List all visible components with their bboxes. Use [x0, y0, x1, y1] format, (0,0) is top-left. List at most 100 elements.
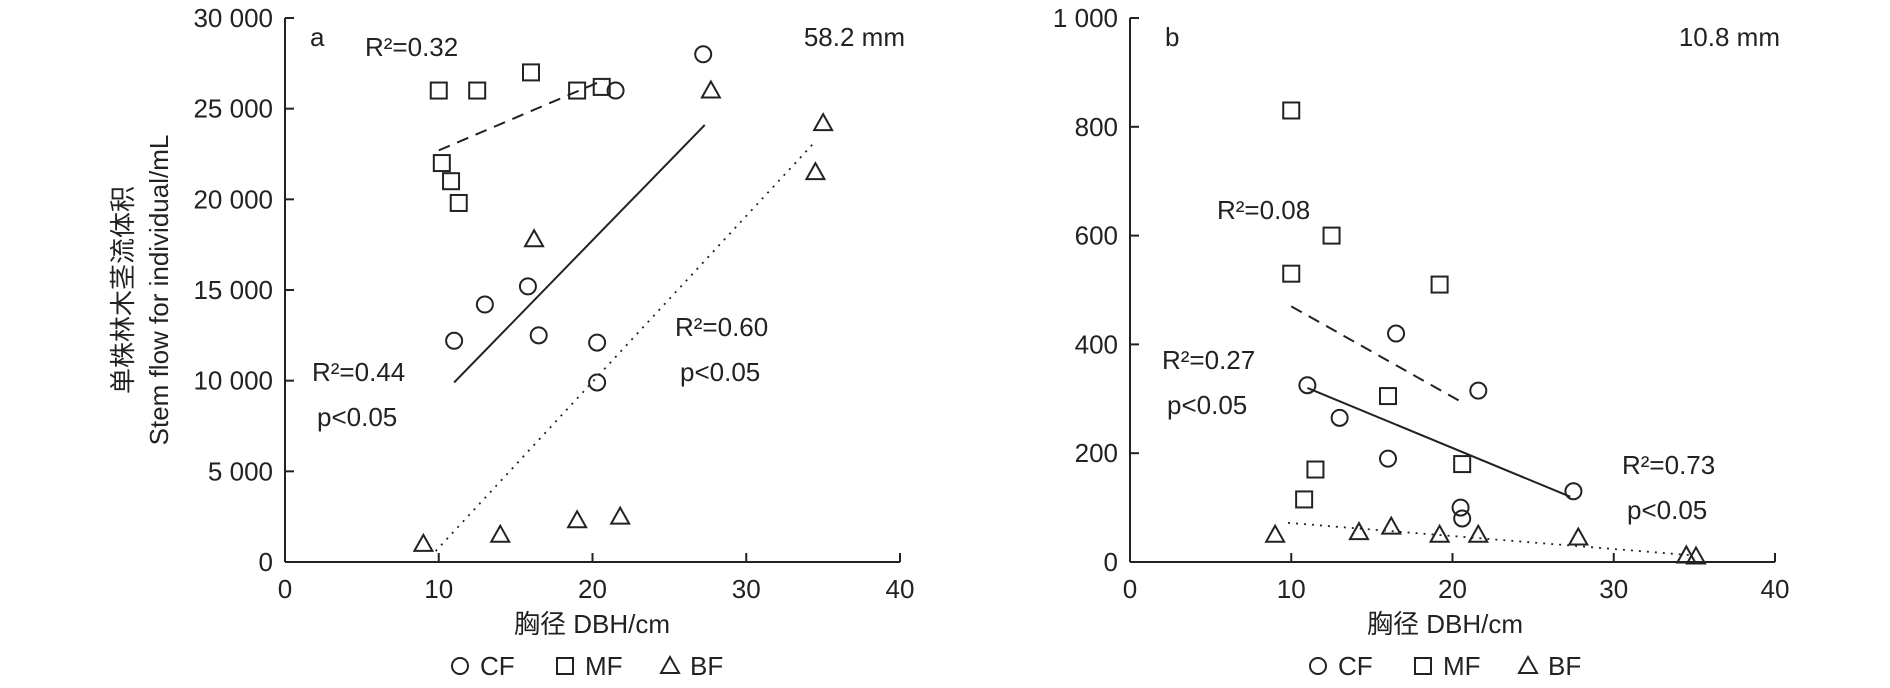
panel-a-point-bf — [523, 228, 545, 248]
panel-a-y-tick-label: 5 000 — [208, 456, 273, 486]
panel-a-y-tick-label: 10 000 — [193, 366, 273, 396]
panel-b-y-tick-label: 600 — [1075, 221, 1118, 251]
panel-b-point-cf — [1451, 498, 1470, 517]
panel-a-legend-label-bf: BF — [690, 651, 723, 681]
panel-b-y-tick-label: 400 — [1075, 329, 1118, 359]
panel-a-point-cf — [529, 326, 548, 345]
panel-a-axes: 0 10 20 30 40 0 5 000 10 000 15 000 20 000 25 000 3… — [193, 3, 914, 604]
panel-a-point-cf — [694, 45, 713, 64]
panel-a-point-bf — [804, 161, 827, 181]
panel-b-legend-marker-cf — [1309, 657, 1327, 675]
panel-b-r2-bf: R²=0.73 — [1622, 450, 1715, 480]
panel-a-point-mf — [568, 81, 587, 100]
panel-a-p-cf: p<0.05 — [317, 402, 397, 432]
panel-a-point-cf — [588, 373, 607, 392]
panel-a-points — [412, 45, 834, 552]
panel-b-point-bf — [1567, 526, 1589, 546]
panel-b-point-bf — [1685, 545, 1707, 565]
panel-b-point-mf — [1453, 455, 1472, 474]
panel-b-point-cf — [1387, 324, 1406, 343]
panel-a-label: a — [310, 22, 325, 52]
panel-a-x-tick-label: 40 — [886, 574, 915, 604]
panel-a-y-tick-label: 0 — [259, 547, 273, 577]
panel-b-point-mf — [1430, 275, 1449, 294]
panel-b-point-mf — [1322, 226, 1341, 245]
panel-a-y-tick-label: 20 000 — [193, 184, 273, 214]
panel-a: 0 10 20 30 40 0 5 000 10 000 15 000 20 000 25 000 3… — [108, 3, 914, 681]
panel-b-point-cf — [1453, 509, 1472, 528]
panel-b-point-mf — [1295, 490, 1314, 509]
panel-b-x-tick-label: 20 — [1438, 574, 1467, 604]
panel-a-point-cf — [445, 331, 464, 350]
panel-a-fit-line-mf — [438, 78, 606, 152]
panel-a-y-tick-label: 25 000 — [193, 94, 273, 124]
panel-a-fit-line-bf — [435, 140, 817, 552]
panel-a-fit-lines — [435, 78, 817, 552]
panel-b-point-mf — [1282, 101, 1301, 120]
panel-a-fit-line-cf — [453, 124, 706, 384]
panel-a-point-mf — [429, 81, 448, 100]
panel-a-legend-label-mf: MF — [585, 651, 623, 681]
panel-b-point-bf — [1428, 523, 1451, 543]
panel-a-point-bf — [489, 523, 511, 543]
panel-b-point-bf — [1348, 521, 1370, 541]
panel-a-point-mf — [432, 154, 451, 173]
panel-a-r2-cf: R²=0.44 — [312, 357, 405, 387]
panel-b-label: b — [1165, 22, 1179, 52]
panel-a-precip-label: 58.2 mm — [804, 22, 905, 52]
panel-a-p-bf: p<0.05 — [680, 357, 760, 387]
panel-b-point-mf — [1379, 387, 1397, 406]
panel-a-point-bf — [812, 112, 834, 132]
panel-a-point-bf — [700, 79, 722, 99]
panel-b-y-tick-label: 800 — [1075, 112, 1118, 142]
panel-b-precip-label: 10.8 mm — [1679, 22, 1780, 52]
panel-b-legend-marker-mf — [1414, 657, 1432, 675]
panel-a-point-bf — [566, 509, 588, 529]
panel-b-point-bf — [1380, 515, 1402, 535]
panel-b-p-bf: p<0.05 — [1627, 495, 1707, 525]
panel-a-point-cf — [475, 295, 494, 314]
panel-b-fit-line-mf — [1290, 305, 1466, 406]
panel-a-legend-marker-mf — [556, 657, 574, 675]
panel-b-fit-lines — [1287, 305, 1695, 557]
panel-a-legend: CF MF BF — [451, 651, 723, 681]
panel-b-point-bf — [1675, 544, 1698, 564]
panel-a-y-title-cn: 单株林木茎流体积 — [108, 186, 138, 394]
panel-a-r2-mf: R²=0.32 — [365, 32, 458, 62]
panel-a-point-bf — [412, 532, 435, 552]
panel-a-x-tick-label: 0 — [278, 574, 292, 604]
panel-b-p-cf: p<0.05 — [1167, 390, 1247, 420]
panel-a-x-tick-label: 30 — [732, 574, 761, 604]
panel-b-x-tick-label: 30 — [1599, 574, 1628, 604]
panel-a-point-mf — [522, 63, 540, 82]
panel-b-x-tick-label: 40 — [1761, 574, 1790, 604]
panel-b-point-cf — [1298, 376, 1317, 395]
panel-a-x-title: 胸径 DBH/cm — [514, 609, 670, 639]
panel-b-point-bf — [1264, 523, 1286, 543]
panel-a-r2-bf: R²=0.60 — [675, 312, 768, 342]
panel-a-point-mf — [449, 193, 468, 212]
panel-b-legend-label-cf: CF — [1338, 651, 1373, 681]
panel-b-x-title: 胸径 DBH/cm — [1367, 609, 1523, 639]
panel-b-r2-mf: R²=0.08 — [1217, 195, 1310, 225]
panel-a-point-cf — [606, 81, 625, 100]
panel-b-y-tick-label: 1 000 — [1053, 3, 1118, 33]
panel-b-legend-label-mf: MF — [1443, 651, 1481, 681]
panel-a-point-cf — [518, 277, 537, 296]
panel-b-point-mf — [1282, 264, 1301, 283]
panel-b-point-bf — [1467, 523, 1490, 543]
panel-b-r2-cf: R²=0.27 — [1162, 345, 1255, 375]
panel-b-point-cf — [1469, 381, 1488, 400]
panel-b-point-cf — [1379, 449, 1397, 468]
panel-b-points — [1264, 101, 1707, 565]
panel-b-y-tick-label: 0 — [1104, 547, 1118, 577]
panel-a-x-tick-label: 10 — [424, 574, 453, 604]
panel-a-point-cf — [588, 333, 607, 352]
panel-a-y-tick-label: 15 000 — [193, 275, 273, 305]
panel-b-fit-line-cf — [1306, 386, 1571, 498]
panel-a-x-tick-label: 20 — [578, 574, 607, 604]
panel-a-legend-marker-cf — [451, 657, 469, 675]
panel-a-point-bf — [609, 505, 631, 525]
